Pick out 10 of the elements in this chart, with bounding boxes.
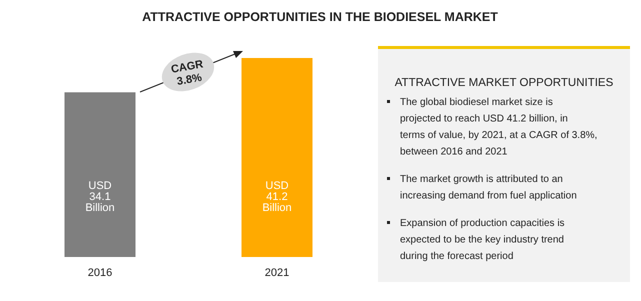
text: ATTRACTIVE MARKET OPPORTUNITIES bbox=[394, 77, 614, 89]
chart-title: ATTRACTIVE OPPORTUNITIES IN THE BIODIESEL MARKET bbox=[142, 10, 498, 24]
text: The global biodiesel market size is projected to reach USD 41.2 billion, in terms of value, by 2021, at a CAGR of 3.8%, between 2016 and 2021 bbox=[400, 97, 598, 158]
text: Expansion of production capacities is expected to be the key industry trend during the forecast period bbox=[400, 218, 565, 262]
data-label: USD 41.2 Billion bbox=[262, 180, 292, 214]
x-tick-label: 2016 bbox=[88, 267, 112, 279]
annotation: CAGR 3.8% bbox=[170, 58, 204, 88]
data-label: USD 34.1 Billion bbox=[85, 180, 115, 214]
x-tick-label: 2021 bbox=[264, 267, 290, 279]
text: The market growth is attributed to an increasing demand from fuel application bbox=[400, 174, 577, 202]
